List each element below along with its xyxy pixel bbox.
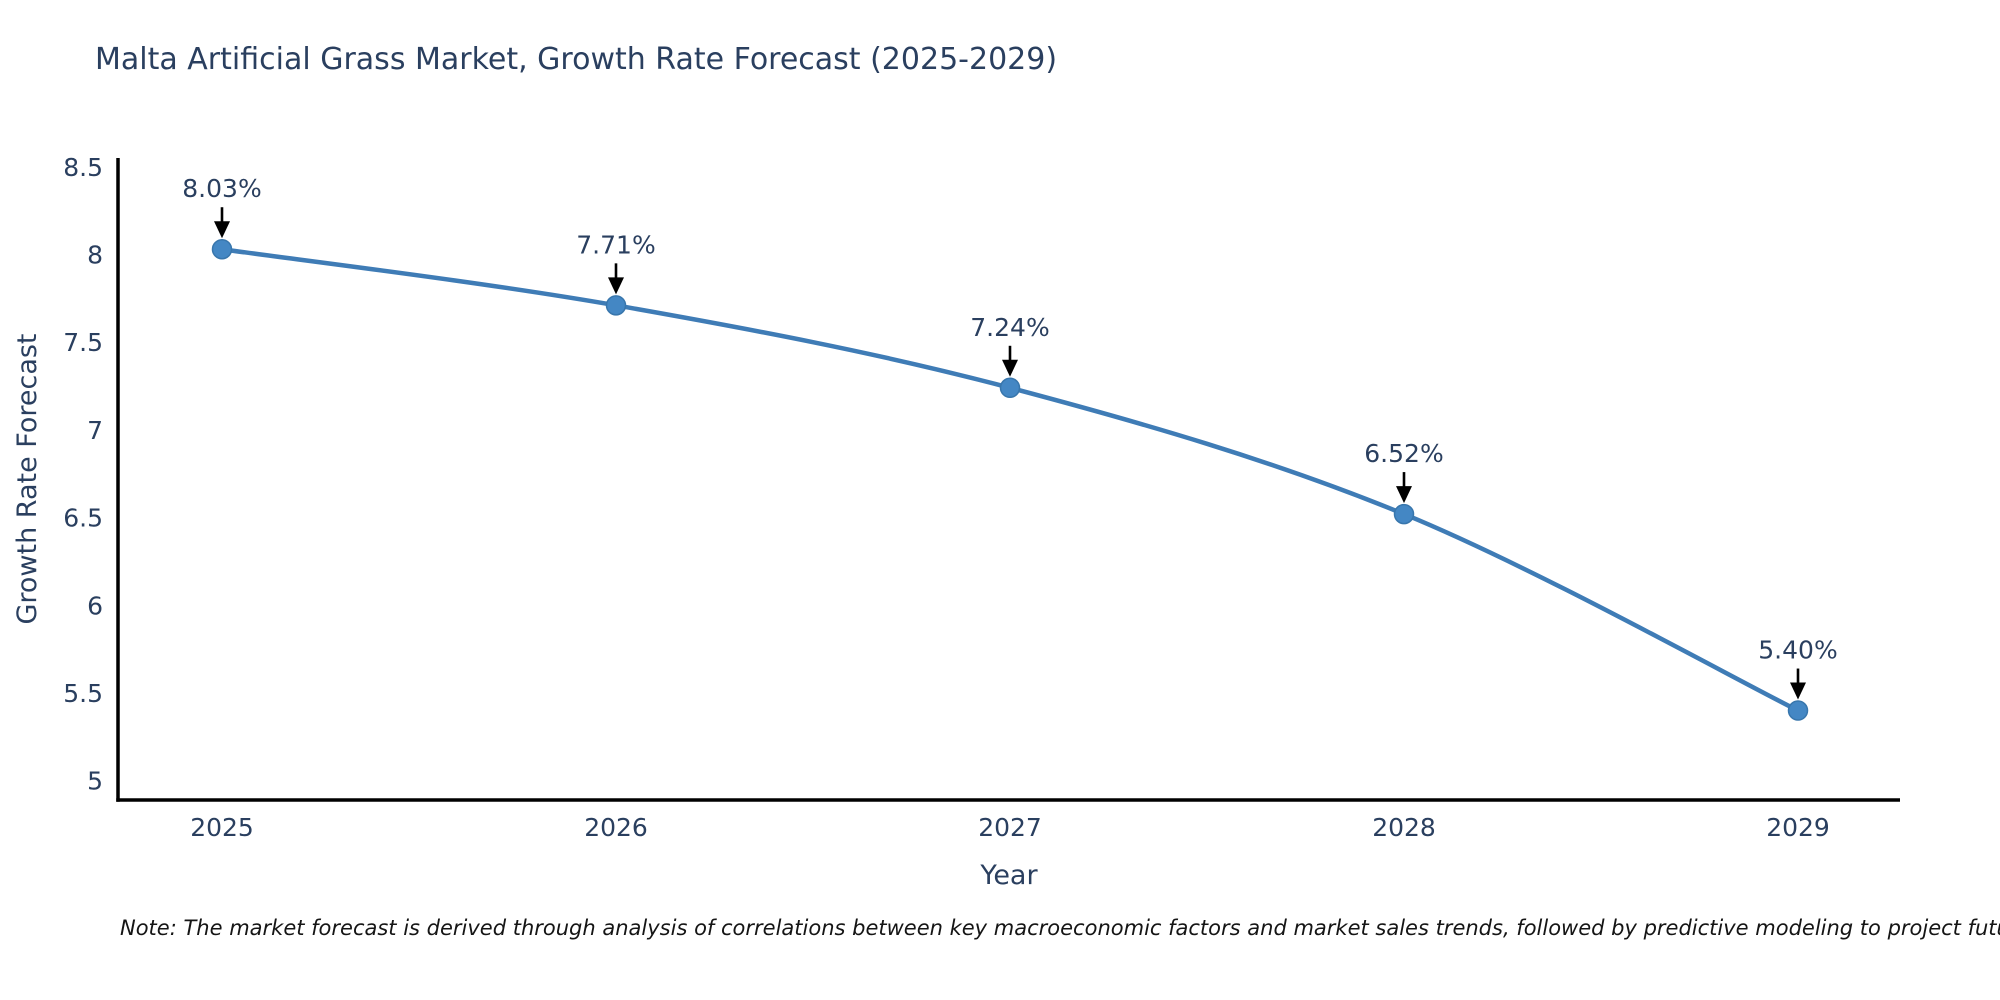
data-point-2026 <box>605 295 627 316</box>
y-tick-label-7: 7 <box>87 416 103 445</box>
data-point-2025 <box>211 238 233 260</box>
y-tick-label-6: 6 <box>87 591 103 620</box>
y-tick-label-5.5: 5.5 <box>63 679 103 708</box>
x-tick-label-2029: 2029 <box>1766 813 1830 842</box>
y-tick-label-5: 5 <box>87 767 103 796</box>
annotation-arrowhead-icon <box>1002 359 1018 377</box>
y-tick-label-8: 8 <box>87 240 103 269</box>
data-point-2027 <box>999 377 1021 399</box>
point-annotation-2025: 8.03% <box>182 174 261 203</box>
point-annotation-2026: 7.71% <box>576 230 655 259</box>
data-point-2028 <box>1393 503 1415 525</box>
annotation-arrowhead-icon <box>214 221 230 239</box>
annotation-arrowhead-icon <box>1396 486 1412 504</box>
x-tick-label-2026: 2026 <box>584 813 648 842</box>
x-tick-label-2025: 2025 <box>190 813 254 842</box>
annotation-arrowhead-icon <box>608 277 624 295</box>
data-point-2029 <box>1787 700 1809 721</box>
x-axis-title: Year <box>979 860 1038 891</box>
y-tick-label-7.5: 7.5 <box>63 328 103 357</box>
y-tick-label-8.5: 8.5 <box>63 153 103 182</box>
y-axis-title: Growth Rate Forecast <box>12 333 43 624</box>
x-tick-label-2028: 2028 <box>1372 813 1436 842</box>
chart-title: Malta Artificial Grass Market, Growth Ra… <box>95 42 1058 77</box>
x-tick-label-2027: 2027 <box>978 813 1042 842</box>
y-tick-label-6.5: 6.5 <box>63 504 103 533</box>
annotation-arrowhead-icon <box>1790 682 1806 700</box>
point-annotation-2028: 6.52% <box>1364 439 1443 468</box>
point-annotation-2029: 5.40% <box>1758 636 1837 665</box>
point-annotation-2027: 7.24% <box>970 313 1049 342</box>
footnote: Note: The market forecast is derived thr… <box>120 916 2000 940</box>
